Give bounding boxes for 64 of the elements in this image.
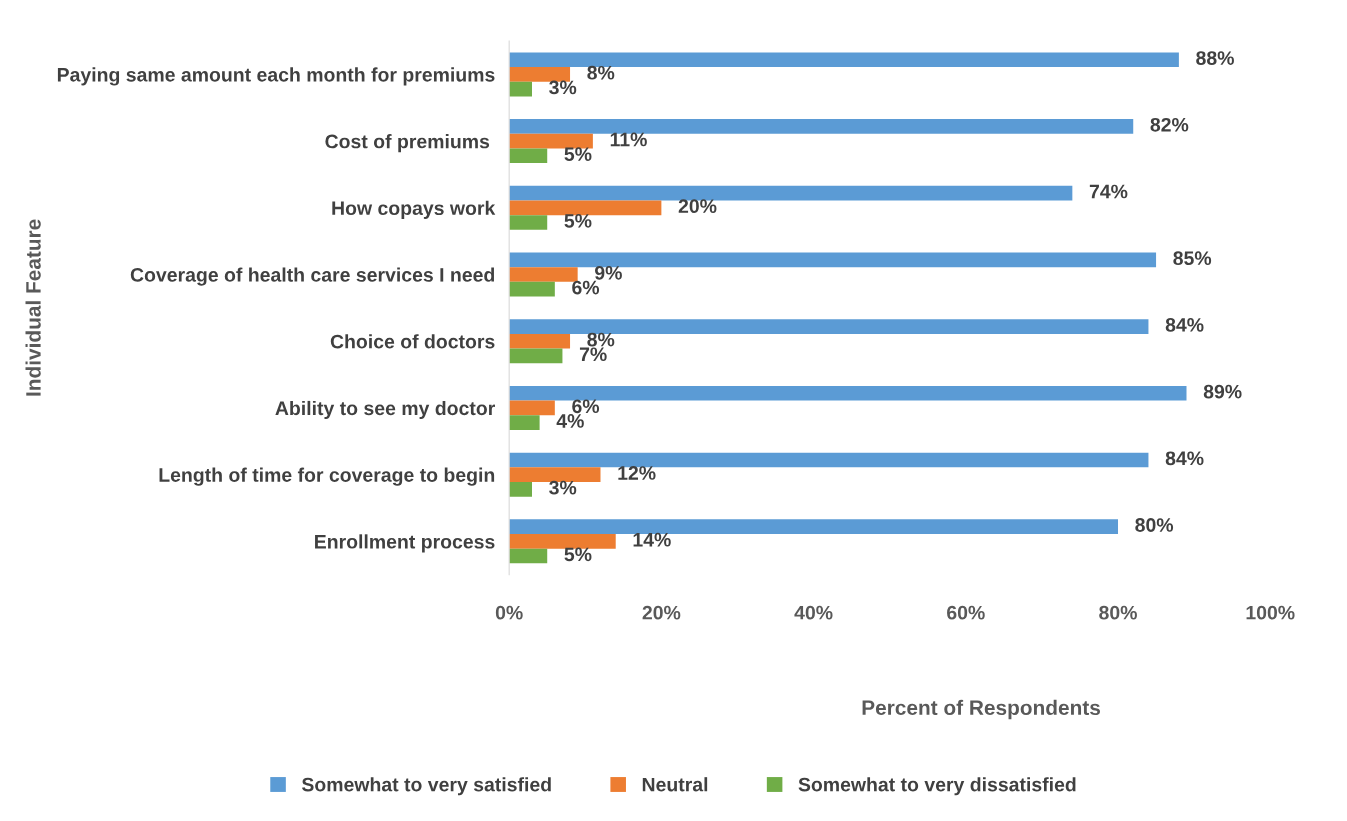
bar bbox=[509, 400, 555, 416]
x-tick-label: 40% bbox=[794, 605, 833, 620]
x-tick-label: 100% bbox=[1246, 605, 1295, 620]
legend-label: Neutral bbox=[642, 777, 708, 792]
data-label: 74% bbox=[1089, 184, 1128, 199]
bar bbox=[509, 133, 593, 149]
y-tick-label: How copays work bbox=[332, 200, 496, 219]
data-label: 88% bbox=[1196, 51, 1234, 65]
data-label: 4% bbox=[556, 414, 584, 428]
bar bbox=[509, 215, 548, 230]
bar bbox=[509, 534, 616, 549]
data-label: 11% bbox=[610, 132, 647, 147]
bar bbox=[509, 119, 1134, 134]
legend-label: Somewhat to very satisfied bbox=[301, 777, 551, 796]
y-tick-label: Choice of doctors bbox=[330, 334, 495, 349]
data-label: 84% bbox=[1165, 451, 1204, 466]
data-label: 8% bbox=[587, 332, 615, 347]
x-tick-label: 80% bbox=[1099, 605, 1137, 620]
y-tick-label: Cost of premiums bbox=[325, 134, 490, 153]
data-label: 5% bbox=[564, 147, 592, 161]
y-tick-label: Coverage of health care services I need bbox=[130, 267, 495, 286]
data-label: 20% bbox=[678, 199, 717, 214]
x-tick-label: 0% bbox=[495, 605, 523, 620]
data-label: 7% bbox=[579, 347, 607, 362]
y-tick-label: Enrollment process bbox=[315, 534, 495, 553]
data-label: 80% bbox=[1135, 518, 1174, 532]
data-label: 6% bbox=[572, 399, 600, 414]
x-tick-label: 60% bbox=[947, 605, 985, 620]
data-label: 89% bbox=[1203, 384, 1242, 399]
data-label: 12% bbox=[618, 466, 656, 480]
bar bbox=[509, 548, 548, 564]
bar bbox=[509, 200, 662, 216]
bar bbox=[509, 452, 1149, 468]
y-tick-label: Paying same amount each month for premiums bbox=[57, 67, 495, 86]
bar bbox=[509, 185, 1073, 201]
bar bbox=[509, 319, 1149, 334]
bar bbox=[509, 67, 571, 82]
data-label: 5% bbox=[564, 213, 592, 228]
bar bbox=[509, 281, 555, 297]
data-label: 5% bbox=[564, 547, 592, 562]
bar bbox=[509, 333, 571, 349]
x-axis-title: Percent of Respondents bbox=[862, 699, 1100, 720]
x-tick-label: 20% bbox=[642, 605, 681, 620]
bar bbox=[509, 481, 532, 497]
data-label: 6% bbox=[572, 280, 600, 295]
data-label: 85% bbox=[1173, 251, 1212, 266]
y-tick-label: Ability to see my doctor bbox=[275, 400, 495, 420]
data-label: 3% bbox=[549, 480, 577, 495]
bar bbox=[509, 348, 563, 364]
bar bbox=[509, 385, 1187, 401]
bar bbox=[509, 81, 532, 97]
data-label: 9% bbox=[595, 265, 622, 280]
bar bbox=[509, 252, 1157, 268]
data-label: 8% bbox=[587, 65, 615, 80]
bar bbox=[509, 467, 601, 482]
y-tick-label: Length of time for coverage to begin bbox=[159, 467, 495, 486]
data-label: 3% bbox=[549, 80, 577, 95]
data-label: 84% bbox=[1165, 318, 1204, 332]
bar bbox=[509, 415, 540, 430]
data-label: 82% bbox=[1150, 117, 1189, 132]
y-axis-title: Individual Feature bbox=[25, 219, 41, 396]
legend-label: Somewhat to very dissatisfied bbox=[798, 777, 1076, 796]
bar bbox=[509, 148, 548, 164]
data-label: 14% bbox=[633, 532, 671, 547]
